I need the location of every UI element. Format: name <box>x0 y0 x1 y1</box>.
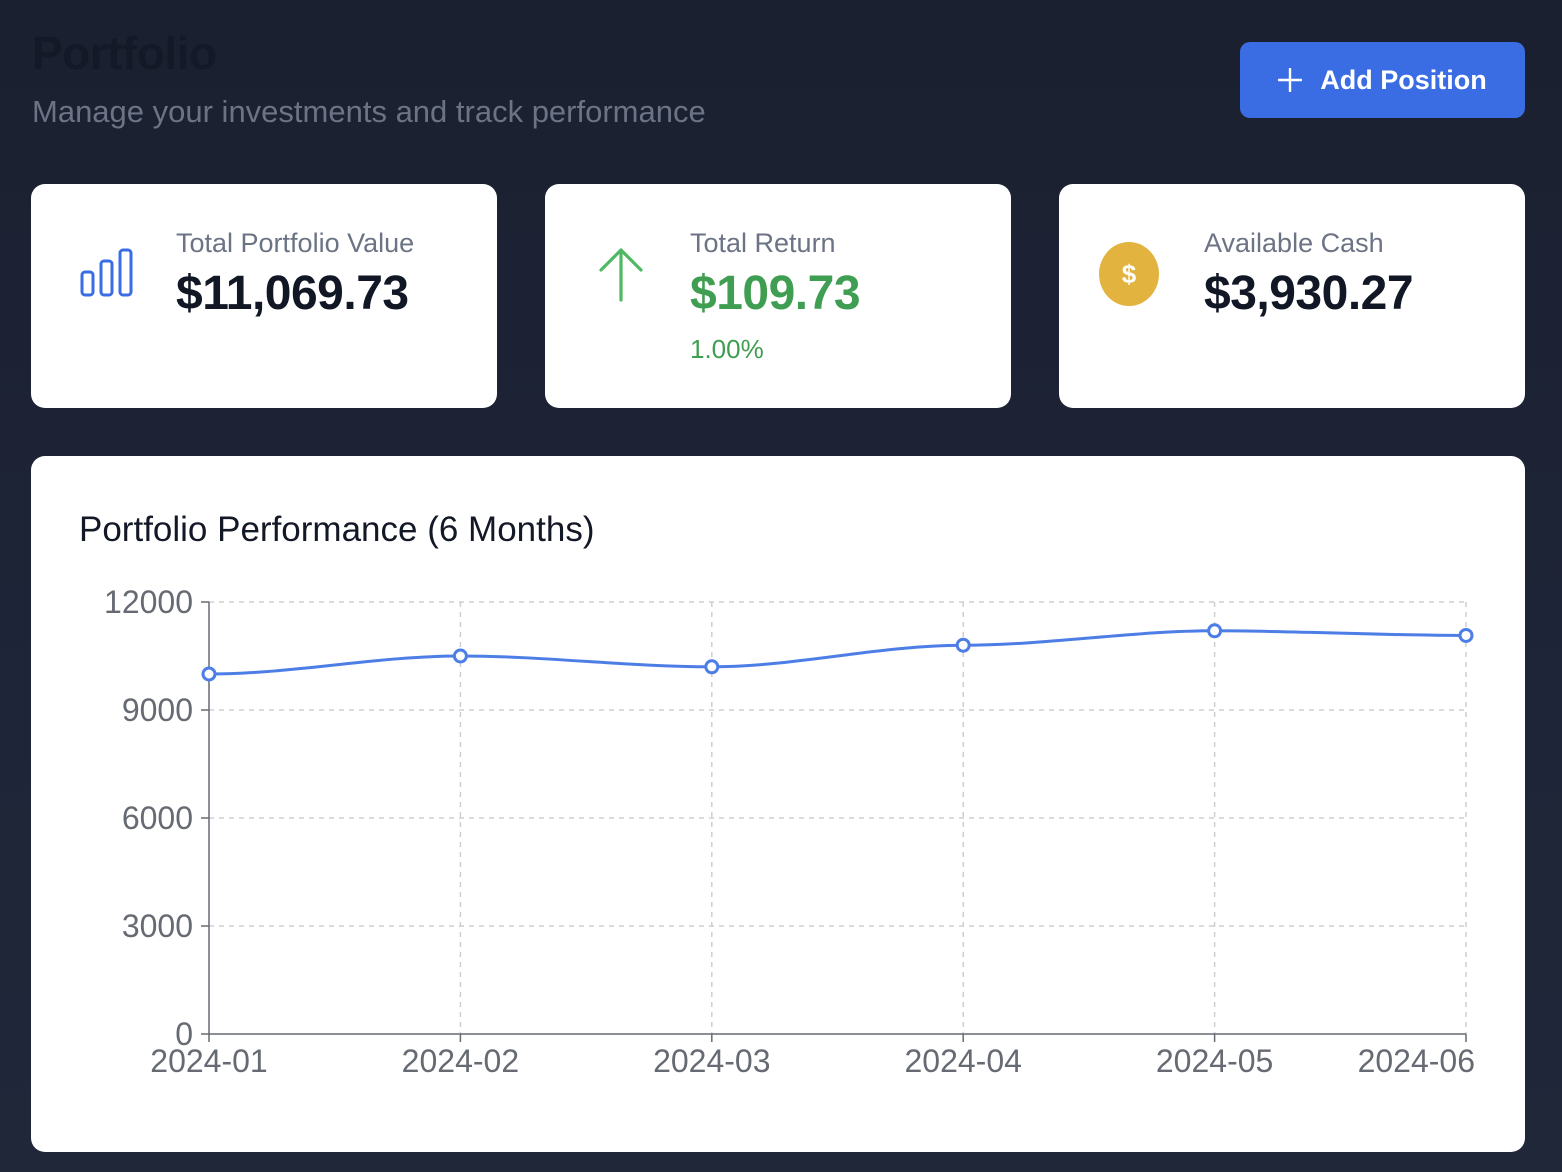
y-tick-label: 9000 <box>122 692 193 728</box>
return-percent: 1.00% <box>690 334 764 364</box>
card-value: $109.73 <box>690 267 861 320</box>
total-return-card: Total Return $109.73 1.00% <box>545 184 1011 408</box>
data-point <box>452 648 468 664</box>
x-tick-label: 2024-04 <box>904 1043 1021 1079</box>
series-line <box>208 629 1467 676</box>
data-point <box>955 637 971 653</box>
dollar-coin-icon: $ <box>1099 242 1159 306</box>
plus-icon <box>1278 68 1303 92</box>
chart-title: Portfolio Performance (6 Months) <box>79 510 595 549</box>
y-tick-label: 0 <box>175 1016 193 1052</box>
bar-chart-icon <box>77 244 137 304</box>
x-tick-label: 2024-02 <box>402 1043 519 1079</box>
x-tick-label: 2024-05 <box>1156 1043 1273 1079</box>
card-value: $11,069.73 <box>176 267 409 320</box>
data-point <box>201 666 217 682</box>
y-tick-label: 6000 <box>122 800 193 836</box>
x-tick-label: 2024-06 <box>1358 1043 1475 1079</box>
coin-glyph: $ <box>1099 242 1159 306</box>
available-cash-card: $ Available Cash $3,930.27 <box>1059 184 1525 408</box>
card-label: Total Portfolio Value <box>176 228 415 258</box>
page-subtitle: Manage your investments and track perfor… <box>32 94 706 129</box>
add-position-label: Add Position <box>1320 64 1487 95</box>
y-tick-label: 12000 <box>104 584 193 620</box>
add-position-button[interactable]: Add Position <box>1240 42 1525 118</box>
data-point <box>704 659 720 675</box>
page-title: Portfolio <box>32 27 217 79</box>
card-label: Total Return <box>690 228 836 258</box>
card-value: $3,930.27 <box>1204 267 1414 320</box>
y-tick-label: 3000 <box>122 908 193 944</box>
performance-line-chart: 0 3000 6000 9000 12000 2024-01 2024-02 2024-03 2… <box>104 584 1475 1079</box>
data-point <box>1207 623 1223 639</box>
x-tick-label: 2024-03 <box>653 1043 770 1079</box>
performance-chart-panel: Portfolio Performance (6 Months) 0 3000 60… <box>31 456 1525 1152</box>
total-portfolio-value-card: Total Portfolio Value $11,069.73 <box>31 184 497 408</box>
x-tick-label: 2024-01 <box>150 1043 267 1079</box>
card-label: Available Cash <box>1204 228 1384 258</box>
data-point <box>1458 627 1474 643</box>
arrow-up-icon <box>591 244 651 304</box>
